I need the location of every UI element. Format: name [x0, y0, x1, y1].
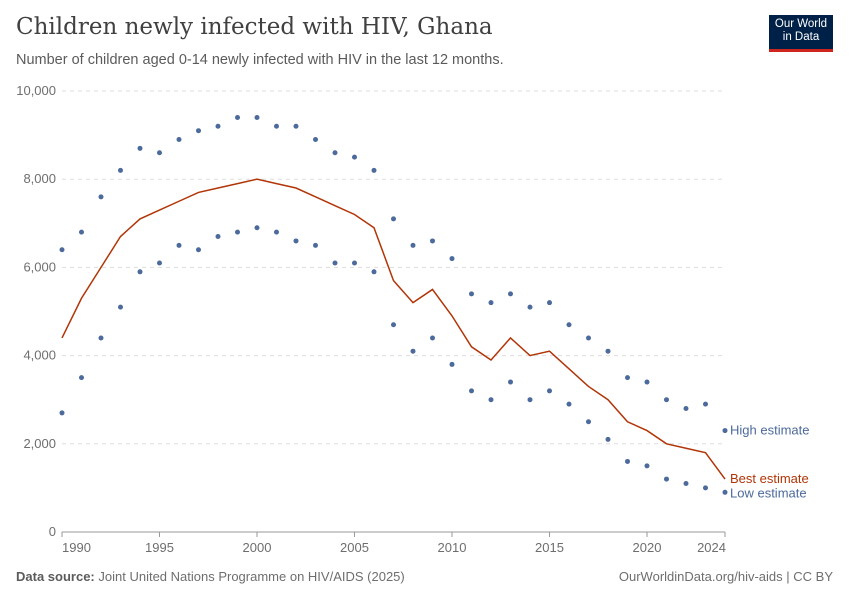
- data-source-text[interactable]: Joint United Nations Programme on HIV/AI…: [98, 569, 405, 584]
- x-tick-label: 2010: [438, 540, 467, 555]
- high-estimate-point: [293, 123, 299, 129]
- low-estimate-point: [586, 419, 591, 425]
- best-estimate-legend-label: Best estimate: [730, 471, 809, 486]
- low-estimate-point: [703, 485, 708, 491]
- low-estimate-point: [547, 388, 552, 394]
- high-estimate-point: [176, 137, 182, 143]
- low-estimate-point: [157, 260, 162, 266]
- low-estimate-point: [566, 401, 572, 407]
- high-estimate-point: [547, 300, 552, 306]
- x-tick-label: 2024: [697, 540, 726, 555]
- y-tick-label: 0: [49, 524, 56, 539]
- low-estimate-point: [722, 489, 728, 495]
- high-estimate-point: [703, 401, 708, 407]
- high-estimate-point: [79, 229, 84, 235]
- low-estimate-point: [79, 375, 84, 381]
- low-estimate-point: [235, 229, 240, 235]
- low-estimate-point: [371, 269, 377, 275]
- low-estimate-point: [488, 397, 494, 403]
- chart-subtitle: Number of children aged 0-14 newly infec…: [16, 52, 504, 68]
- low-estimate-point: [176, 242, 182, 248]
- high-estimate-point: [449, 256, 455, 262]
- low-estimate-point: [527, 397, 533, 403]
- high-estimate-point: [605, 348, 611, 354]
- y-tick-label: 10,000: [16, 83, 56, 98]
- low-estimate-point: [59, 410, 65, 416]
- y-tick-label: 2,000: [23, 436, 56, 451]
- high-estimate-point: [488, 300, 494, 306]
- high-estimate-point: [625, 375, 630, 381]
- low-estimate-point: [215, 234, 221, 240]
- source-url[interactable]: OurWorldinData.org/hiv-aids | CC BY: [618, 569, 833, 584]
- low-estimate-point: [449, 361, 455, 367]
- y-tick-label: 8,000: [23, 171, 56, 186]
- high-estimate-point: [332, 150, 338, 156]
- chart-title: Children newly infected with HIV, Ghana: [16, 14, 493, 40]
- low-estimate-point: [508, 379, 513, 385]
- low-estimate-point: [254, 225, 260, 231]
- low-estimate-point: [137, 269, 143, 275]
- low-estimate-point: [664, 476, 669, 482]
- high-estimate-point: [586, 335, 591, 341]
- high-estimate-point: [566, 322, 572, 328]
- low-estimate-point: [683, 480, 689, 486]
- y-tick-label: 4,000: [23, 348, 56, 363]
- logo-line-2: in Data: [782, 31, 820, 43]
- high-estimate-point: [664, 397, 669, 403]
- y-tick-label: 6,000: [23, 259, 56, 274]
- low-estimate-point: [98, 335, 104, 341]
- high-estimate-point: [683, 406, 689, 412]
- low-estimate-point: [605, 436, 611, 442]
- low-estimate-point: [274, 229, 279, 235]
- high-estimate-point: [157, 150, 162, 156]
- high-estimate-point: [527, 304, 533, 310]
- high-estimate-point: [722, 428, 728, 434]
- low-estimate-point: [644, 463, 650, 469]
- low-estimate-point: [196, 247, 201, 253]
- low-estimate-point: [332, 260, 338, 266]
- high-estimate-point: [391, 216, 396, 222]
- owid-logo[interactable]: Our World in Data: [769, 15, 833, 52]
- high-estimate-point: [254, 114, 260, 120]
- x-tick-label: 1995: [145, 540, 174, 555]
- high-estimate-point: [352, 154, 357, 160]
- high-estimate-point: [235, 114, 240, 120]
- x-tick-label: 2015: [535, 540, 564, 555]
- low-estimate-point: [352, 260, 357, 266]
- data-source: Data source: Joint United Nations Progra…: [16, 569, 405, 584]
- high-estimate-point: [371, 167, 377, 173]
- low-estimate-point: [391, 322, 396, 328]
- high-estimate-point: [430, 238, 435, 244]
- high-estimate-point: [469, 291, 474, 297]
- high-estimate-point: [98, 194, 104, 200]
- high-estimate-point: [59, 247, 65, 253]
- low-estimate-legend-label: Low estimate: [730, 485, 807, 500]
- high-estimate-point: [274, 123, 279, 129]
- high-estimate-point: [118, 167, 123, 173]
- x-tick-label: 2020: [633, 540, 662, 555]
- high-estimate-point: [313, 137, 318, 143]
- low-estimate-point: [430, 335, 435, 341]
- best-estimate-line: [61, 178, 726, 480]
- low-estimate-point: [625, 458, 630, 464]
- low-estimate-point: [410, 348, 416, 354]
- logo-line-1: Our World: [774, 18, 828, 30]
- low-estimate-point: [118, 304, 123, 310]
- high-estimate-point: [215, 123, 221, 129]
- high-estimate-point: [410, 242, 416, 248]
- low-estimate-point: [313, 242, 318, 248]
- high-estimate-point: [137, 145, 143, 151]
- low-estimate-point: [293, 238, 299, 244]
- x-tick-label: 1990: [62, 540, 91, 555]
- high-estimate-legend-label: High estimate: [730, 423, 809, 438]
- low-estimate-point: [469, 388, 474, 394]
- x-tick-label: 2005: [340, 540, 369, 555]
- x-tick-label: 2000: [243, 540, 272, 555]
- high-estimate-point: [508, 291, 513, 297]
- high-estimate-point: [196, 128, 201, 134]
- high-estimate-point: [644, 379, 650, 385]
- data-source-label: Data source:: [16, 569, 95, 584]
